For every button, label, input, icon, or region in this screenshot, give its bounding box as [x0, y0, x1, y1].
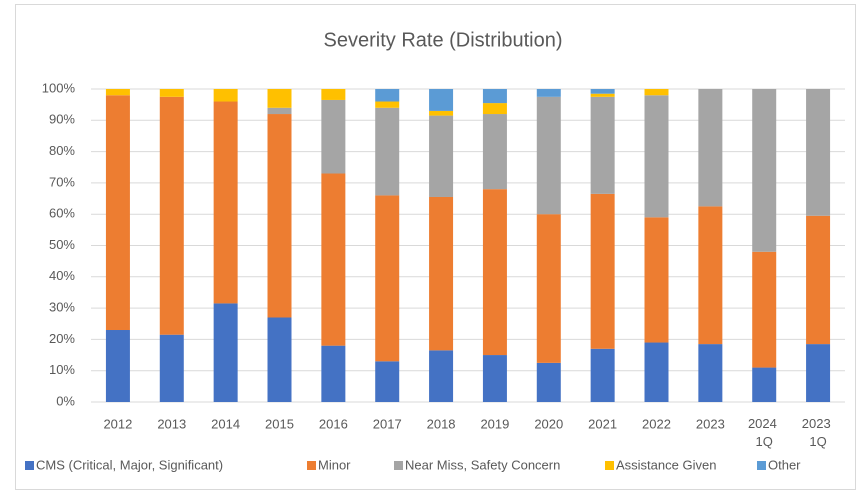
bar-segment: [267, 114, 292, 318]
bar-segment: [321, 345, 346, 402]
bar-segment: [267, 107, 292, 115]
bar-segment: [752, 251, 777, 368]
y-tick-label: 100%: [42, 80, 76, 95]
x-tick-label: 2017: [373, 416, 402, 431]
y-tick-label: 0%: [56, 393, 75, 408]
bar-segment: [375, 195, 400, 362]
bar-segment: [590, 193, 615, 349]
y-tick-label: 20%: [49, 331, 75, 346]
bar-segment: [536, 362, 561, 402]
x-tick-label: 2020: [534, 416, 563, 431]
y-tick-label: 70%: [49, 174, 75, 189]
bar-segment: [429, 196, 454, 351]
legend-label: Assistance Given: [616, 457, 716, 472]
bar-segment: [590, 93, 615, 97]
bar-segment: [482, 189, 507, 356]
x-tick-label: 2023 1Q: [802, 416, 835, 449]
bar-segment: [482, 103, 507, 115]
bar-segment: [698, 89, 723, 207]
x-tick-label: 2022: [642, 416, 671, 431]
bar-segment: [159, 334, 184, 402]
bar-segment: [105, 89, 130, 96]
bar-segment: [429, 350, 454, 402]
bar-segment: [321, 89, 346, 100]
bar-segment: [806, 215, 831, 345]
bar-segment: [213, 89, 238, 102]
legend-swatch: [394, 461, 403, 470]
x-tick-label: 2019: [480, 416, 509, 431]
bar-segment: [375, 361, 400, 402]
bar-segment: [752, 89, 777, 252]
legend-label: Minor: [318, 457, 351, 472]
legend-label: Other: [768, 457, 801, 472]
bar-segment: [267, 89, 292, 108]
bar-segment: [482, 89, 507, 104]
bar-segment: [321, 99, 346, 174]
legend-label: CMS (Critical, Major, Significant): [36, 457, 223, 472]
legend-label: Near Miss, Safety Concern: [405, 457, 560, 472]
bar-segment: [644, 89, 669, 96]
bar-segment: [482, 355, 507, 402]
bar-segment: [536, 96, 561, 215]
y-tick-label: 30%: [49, 300, 75, 315]
bar-segment: [806, 89, 831, 216]
bar-segment: [213, 101, 238, 304]
legend-swatch: [25, 461, 34, 470]
bar-segment: [105, 95, 130, 331]
x-tick-label: 2013: [157, 416, 186, 431]
bar-segment: [698, 206, 723, 345]
chart-title: Severity Rate (Distribution): [324, 29, 563, 51]
x-tick-label: 2014: [211, 416, 240, 431]
bar-segment: [429, 89, 454, 111]
bar-segment: [698, 344, 723, 402]
bar-segment: [752, 367, 777, 402]
bar-segment: [321, 173, 346, 346]
legend-swatch: [307, 461, 316, 470]
y-tick-label: 60%: [49, 206, 75, 221]
bar-segment: [644, 342, 669, 402]
x-tick-label: 2023: [696, 416, 725, 431]
legend-swatch: [605, 461, 614, 470]
bar-segment: [375, 89, 400, 102]
y-tick-label: 80%: [49, 143, 75, 158]
bar-segment: [536, 89, 561, 97]
bar-segment: [213, 303, 238, 402]
bar-segment: [590, 89, 615, 94]
bar-segment: [482, 114, 507, 190]
y-tick-label: 10%: [49, 362, 75, 377]
bar-segment: [536, 214, 561, 363]
bar-segment: [375, 107, 400, 196]
y-tick-label: 40%: [49, 268, 75, 283]
bar-segment: [590, 348, 615, 402]
x-tick-label: 2016: [319, 416, 348, 431]
x-tick-label: 2024 1Q: [748, 416, 781, 449]
y-tick-label: 90%: [49, 112, 75, 127]
bar-segment: [159, 89, 184, 97]
legend-swatch: [757, 461, 766, 470]
bar-segment: [590, 96, 615, 194]
bar-segment: [375, 101, 400, 108]
y-tick-label: 50%: [49, 237, 75, 252]
bar-segment: [429, 110, 454, 116]
x-tick-label: 2018: [427, 416, 456, 431]
x-tick-label: 2021: [588, 416, 617, 431]
bar-segment: [159, 96, 184, 335]
bar-segment: [105, 330, 130, 402]
x-tick-label: 2015: [265, 416, 294, 431]
bar-segment: [806, 344, 831, 402]
bar-segment: [644, 217, 669, 343]
bar-segment: [429, 115, 454, 197]
x-tick-label: 2012: [103, 416, 132, 431]
bar-segment: [267, 317, 292, 402]
bar-segment: [644, 95, 669, 218]
